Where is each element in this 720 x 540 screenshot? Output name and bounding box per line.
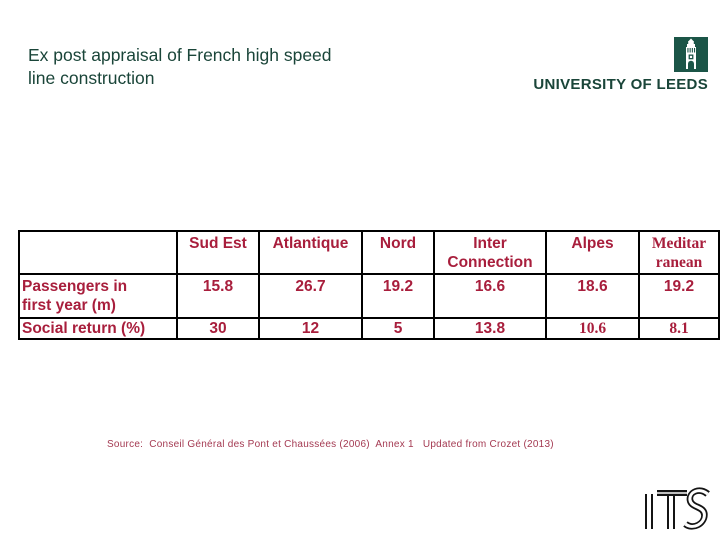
value-cell: 19.2 xyxy=(638,273,720,319)
value-cell: 12 xyxy=(258,317,363,340)
value-cell: 10.6 xyxy=(545,317,640,340)
source-note: Source: Conseil Général des Pont et Chau… xyxy=(107,439,554,450)
table-row-social-return: Social return (%) 30 12 5 13.8 10.6 8.1 xyxy=(18,317,720,340)
column-header-blank xyxy=(18,230,178,275)
university-of-leeds-logo: UNIVERSITY OF LEEDS xyxy=(533,37,708,93)
column-header-sud-est: Sud Est xyxy=(176,230,260,275)
appraisal-table: Sud Est Atlantique Nord Inter Connection… xyxy=(18,230,720,340)
row-label: Social return (%) xyxy=(18,317,178,340)
value-cell: 30 xyxy=(176,317,260,340)
column-header-alpes: Alpes xyxy=(545,230,640,275)
value-cell: 16.6 xyxy=(433,273,547,319)
its-logo xyxy=(645,487,710,530)
slide-title: Ex post appraisal of French high speed l… xyxy=(28,45,332,88)
column-header-inter-connection: Inter Connection xyxy=(433,230,547,275)
column-header-mediterranean: Meditar ranean xyxy=(638,230,720,275)
leeds-wordmark: UNIVERSITY OF LEEDS xyxy=(533,76,708,93)
column-header-nord: Nord xyxy=(361,230,435,275)
table-header-row: Sud Est Atlantique Nord Inter Connection… xyxy=(18,230,720,275)
value-cell: 13.8 xyxy=(433,317,547,340)
value-cell: 19.2 xyxy=(361,273,435,319)
value-cell: 8.1 xyxy=(638,317,720,340)
row-label: Passengers in first year (m) xyxy=(18,273,178,319)
value-cell: 26.7 xyxy=(258,273,363,319)
table-row-passengers: Passengers in first year (m) 15.8 26.7 1… xyxy=(18,273,720,319)
value-cell: 5 xyxy=(361,317,435,340)
column-header-atlantique: Atlantique xyxy=(258,230,363,275)
value-cell: 15.8 xyxy=(176,273,260,319)
value-cell: 18.6 xyxy=(545,273,640,319)
leeds-tower-icon xyxy=(674,37,708,72)
